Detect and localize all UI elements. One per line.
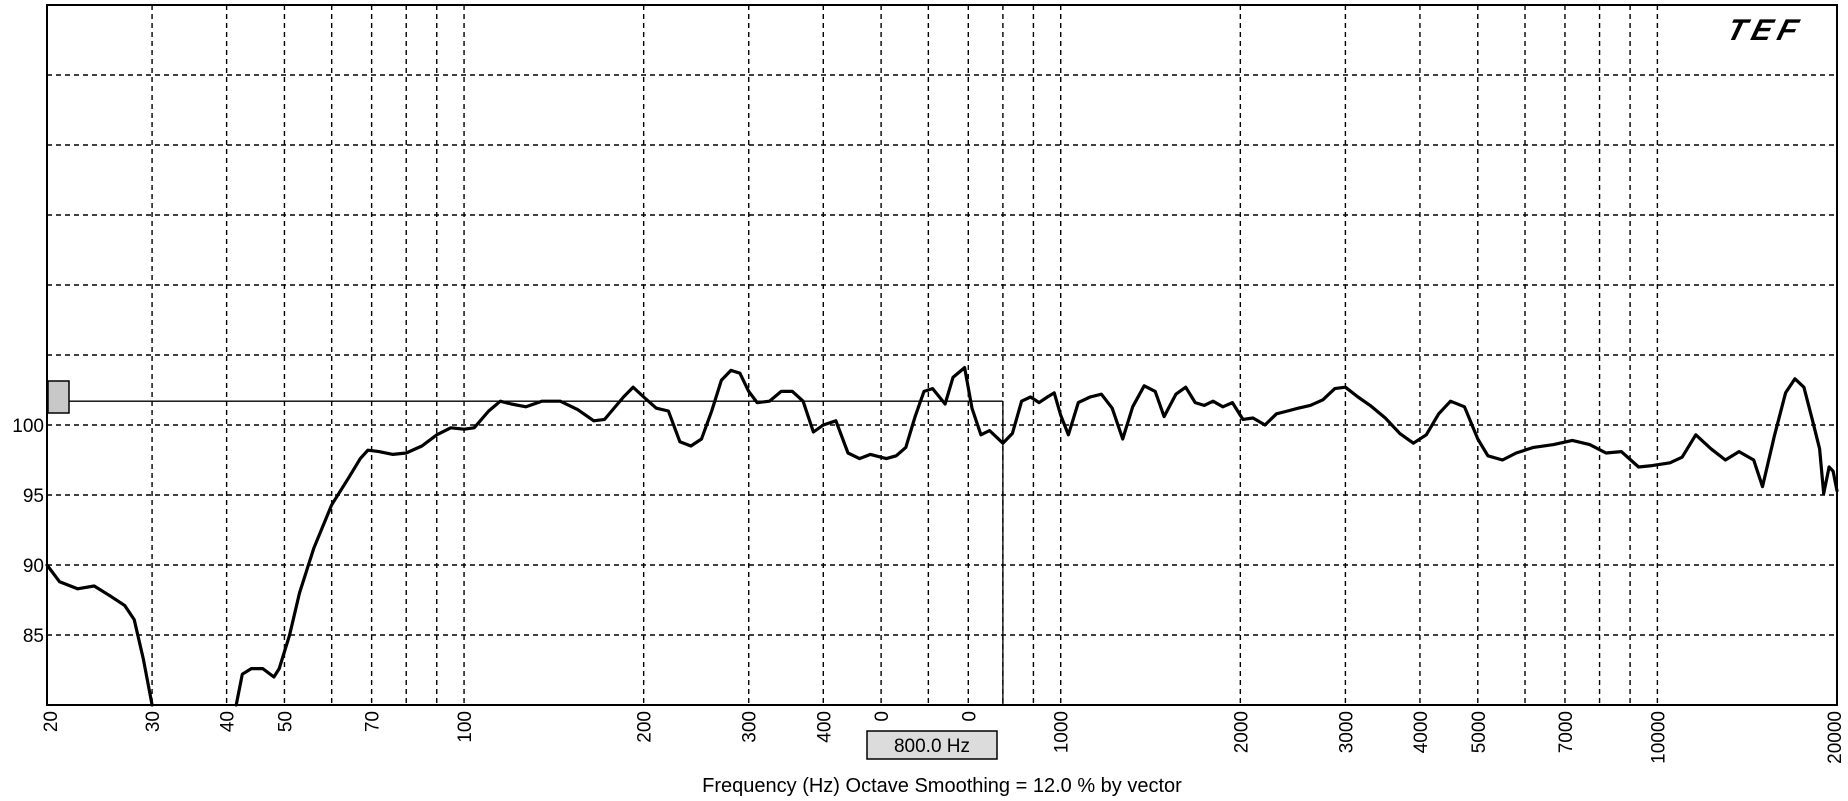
x-tick-label-50: 50: [275, 711, 296, 732]
response-curve-segment-2: [234, 366, 1839, 707]
tef-logo: TEF: [1721, 12, 1812, 46]
cursor-frequency-label: 800.0 Hz: [894, 736, 970, 757]
level-marker-handle[interactable]: [47, 380, 70, 414]
y-tick-label-85: 85: [23, 626, 44, 647]
x-axis-label: Frequency (Hz) Octave Smoothing = 12.0 %…: [702, 775, 1182, 797]
x-tick-label-100: 100: [455, 711, 476, 743]
x-tick-label-400: 400: [814, 711, 835, 743]
x-tick-label-70: 70: [363, 711, 384, 732]
response-curve-segment-1: [45, 563, 154, 707]
grid: [47, 5, 1837, 705]
x-tick-label-200: 200: [635, 711, 656, 743]
x-tick-label-20: 20: [41, 711, 62, 732]
x-tick-labels: 20 30 40 50 70 100 200 300 400 0 0 1000 2000 3000 4000…: [41, 711, 1846, 764]
x-tick-label-20000: 20000: [1825, 711, 1846, 764]
cursor-frequency-box[interactable]: 800.0 Hz: [866, 730, 998, 760]
x-tick-label-40: 40: [218, 711, 239, 732]
x-tick-label-3000: 3000: [1336, 711, 1357, 753]
x-tick-label-2000: 2000: [1231, 711, 1252, 753]
x-tick-label-500: 0: [872, 711, 893, 722]
x-tick-label-10000: 10000: [1648, 711, 1669, 764]
y-tick-label-100: 100: [12, 416, 44, 437]
x-tick-label-1000: 1000: [1052, 711, 1073, 753]
x-tick-label-5000: 5000: [1469, 711, 1490, 753]
x-tick-label-300: 300: [740, 711, 761, 743]
frequency-cursor[interactable]: [47, 400, 1004, 705]
response-curve: [45, 366, 1839, 707]
y-tick-label-90: 90: [23, 556, 44, 577]
svg-text:TEF: TEF: [1721, 12, 1812, 46]
plot-area-border: [46, 4, 1838, 706]
y-tick-label-95: 95: [23, 486, 44, 507]
x-tick-label-30: 30: [143, 711, 164, 732]
x-tick-label-4000: 4000: [1411, 711, 1432, 753]
y-tick-labels: 85 90 95 100: [12, 416, 44, 647]
x-tick-label-700: 0: [959, 711, 980, 722]
x-tick-label-7000: 7000: [1556, 711, 1577, 753]
